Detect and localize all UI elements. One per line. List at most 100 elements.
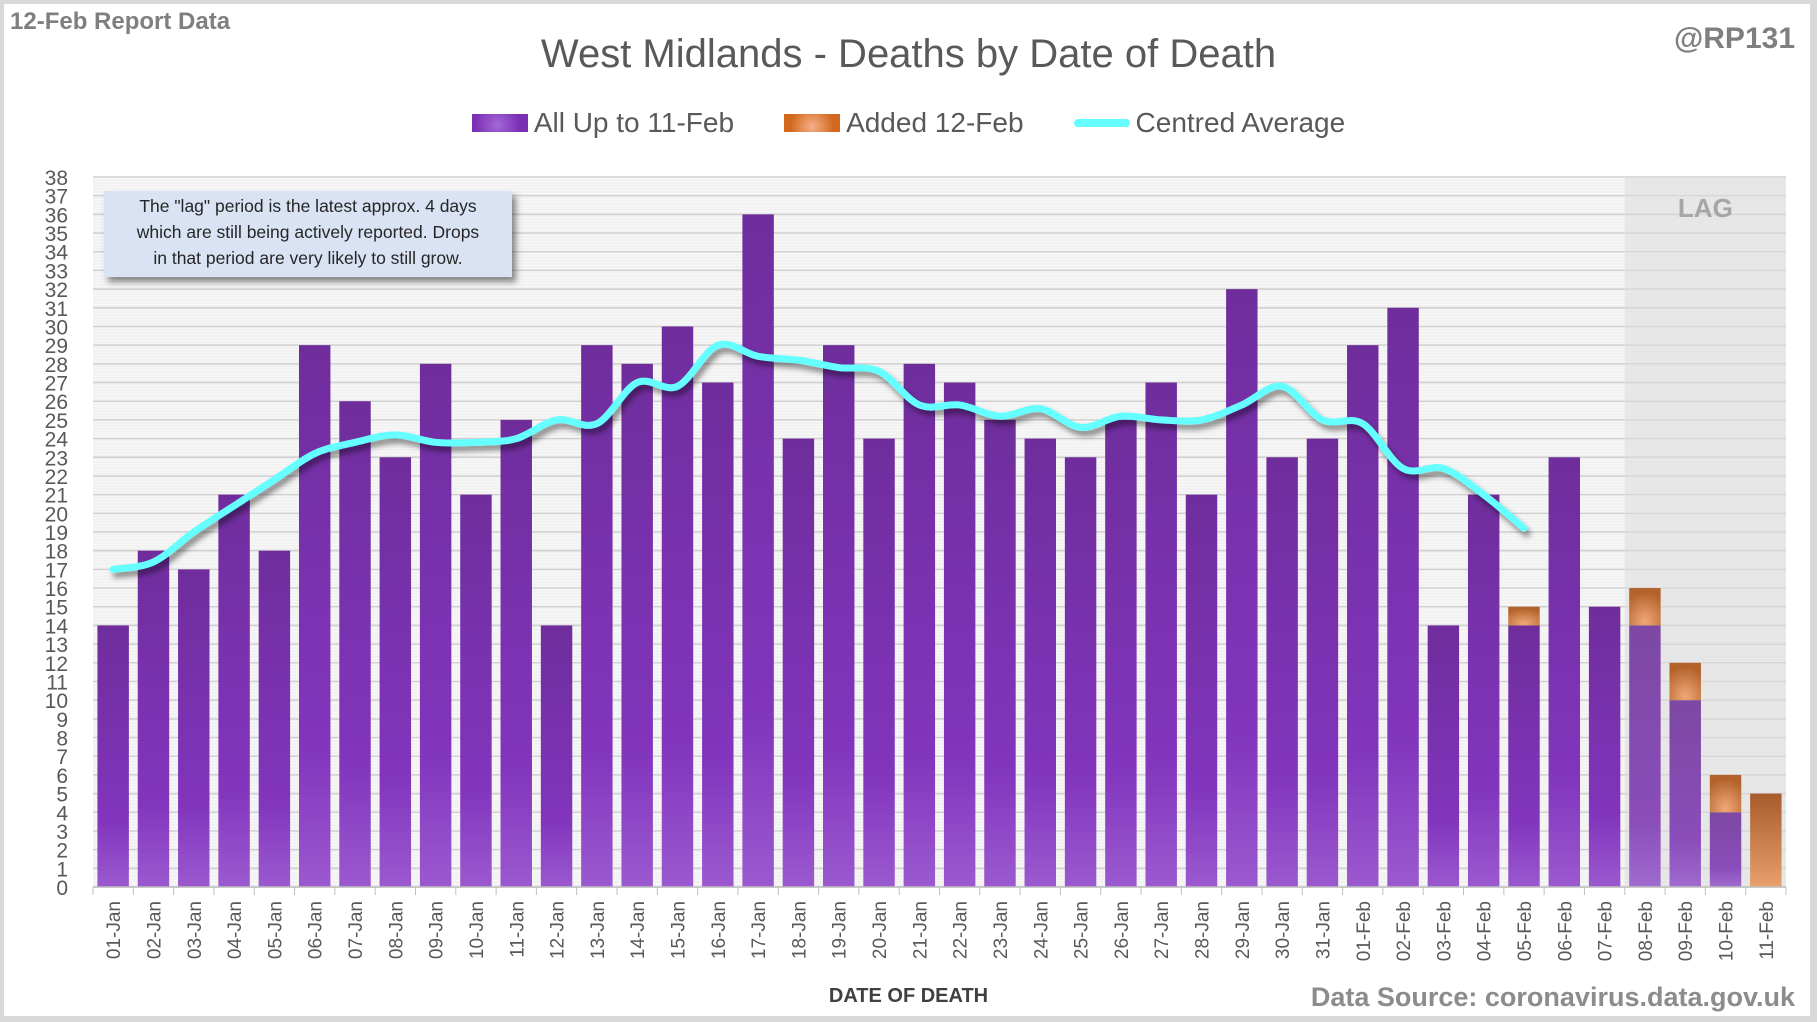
- bar-existing: [178, 569, 210, 887]
- author-handle: @RP131: [1674, 22, 1795, 55]
- x-tick-label: 30-Jan: [1273, 901, 1294, 959]
- y-tick-label: 28: [45, 354, 68, 377]
- data-source: Data Source: coronavirus.data.gov.uk: [1310, 982, 1795, 1012]
- y-tick-label: 3: [56, 821, 68, 844]
- x-tick-label: 26-Jan: [1112, 901, 1133, 959]
- y-tick-label: 27: [45, 373, 68, 396]
- y-axis: 0123456789101112131415161718192021222324…: [45, 167, 69, 900]
- bar-existing: [581, 345, 613, 887]
- legend-item-average: Centred Average: [1073, 107, 1345, 139]
- x-tick-label: 02-Jan: [144, 901, 165, 959]
- y-tick-label: 29: [45, 335, 68, 358]
- bar-existing: [1064, 457, 1097, 887]
- bar-existing: [1185, 494, 1218, 887]
- y-tick-label: 32: [45, 279, 68, 302]
- lag-label: LAG: [1678, 193, 1733, 223]
- y-tick-label: 2: [56, 840, 68, 863]
- legend-item-existing: All Up to 11-Feb: [471, 107, 735, 139]
- y-tick-label: 5: [56, 784, 68, 807]
- bar-existing: [823, 345, 855, 887]
- y-tick-label: 6: [56, 765, 68, 788]
- x-tick-label: 21-Jan: [910, 901, 931, 959]
- bar-existing: [742, 214, 774, 888]
- y-tick-label: 34: [45, 242, 69, 265]
- bar-added: [1750, 793, 1782, 887]
- bar-existing: [419, 363, 452, 887]
- bar-existing: [1266, 457, 1298, 887]
- bar-existing: [500, 419, 532, 887]
- x-tick-label: 05-Feb: [1515, 901, 1536, 961]
- purple-bar-swatch-icon: [471, 114, 528, 132]
- x-tick-label: 11-Jan: [507, 901, 528, 958]
- bar-existing: [1387, 307, 1419, 888]
- x-tick-label: 09-Jan: [427, 901, 448, 959]
- x-tick-label: 22-Jan: [951, 901, 972, 959]
- bar-added: [1508, 606, 1540, 626]
- y-tick-label: 35: [45, 223, 68, 246]
- y-tick-label: 20: [45, 503, 68, 526]
- y-tick-label: 16: [45, 578, 68, 601]
- bar-existing: [1467, 494, 1500, 887]
- x-tick-label: 19-Jan: [830, 901, 851, 959]
- x-tick-label: 07-Jan: [346, 901, 367, 959]
- bar-existing: [1588, 606, 1621, 887]
- bar-existing: [1508, 625, 1540, 887]
- lag-note-box: The "lag" period is the latest approx. 4…: [104, 191, 512, 277]
- bar-existing: [1145, 382, 1177, 887]
- y-tick-label: 12: [45, 653, 68, 676]
- bar-added: [1669, 662, 1701, 701]
- y-tick-label: 4: [56, 802, 68, 825]
- y-tick-label: 14: [45, 615, 69, 638]
- y-tick-label: 22: [45, 466, 68, 489]
- report-label: 12-Feb Report Data: [10, 8, 231, 35]
- y-tick-label: 24: [45, 429, 69, 452]
- x-tick-label: 03-Jan: [185, 901, 206, 959]
- y-tick-label: 17: [45, 559, 68, 582]
- x-tick-label: 03-Feb: [1434, 901, 1455, 961]
- bar-existing: [1306, 438, 1339, 887]
- y-tick-label: 21: [45, 485, 68, 508]
- x-tick-label: 04-Jan: [225, 901, 246, 959]
- bar-existing: [702, 382, 734, 887]
- x-tick-label: 28-Jan: [1193, 901, 1214, 959]
- x-tick-label: 02-Feb: [1394, 901, 1415, 961]
- bar-existing: [984, 419, 1016, 887]
- x-tick-label: 25-Jan: [1072, 901, 1093, 959]
- x-tick-label: 01-Feb: [1354, 901, 1375, 961]
- x-tick-label: 11-Feb: [1757, 901, 1778, 960]
- y-tick-label: 9: [56, 709, 68, 732]
- bar-existing: [379, 457, 412, 887]
- bar-existing: [1709, 812, 1742, 887]
- bar-existing: [1105, 419, 1137, 887]
- y-tick-label: 8: [56, 728, 68, 751]
- x-tick-label: 07-Feb: [1596, 901, 1617, 961]
- legend-label: All Up to 11-Feb: [533, 107, 735, 138]
- bar-existing: [1427, 625, 1460, 887]
- x-tick-label: 10-Jan: [467, 901, 488, 959]
- y-tick-label: 37: [45, 186, 68, 209]
- bar-existing: [1669, 700, 1701, 887]
- x-tick-label: 31-Jan: [1313, 901, 1334, 959]
- x-tick-label: 18-Jan: [789, 901, 810, 959]
- centred-average-line: [109, 340, 1528, 573]
- bar-existing: [903, 363, 936, 887]
- x-tick-label: 06-Feb: [1555, 901, 1576, 961]
- y-tick-label: 23: [45, 447, 68, 470]
- y-tick-label: 19: [45, 522, 68, 545]
- y-tick-label: 10: [45, 690, 68, 713]
- y-tick-label: 38: [45, 167, 68, 190]
- x-tick-label: 20-Jan: [870, 901, 891, 959]
- y-tick-label: 15: [45, 597, 68, 620]
- legend: All Up to 11-Feb Added 12-Feb Centred Av…: [0, 107, 1817, 139]
- bar-added: [1629, 588, 1661, 626]
- note-line: in that period are very likely to still …: [153, 248, 463, 268]
- bar-existing: [1024, 438, 1056, 887]
- y-tick-label: 25: [45, 410, 68, 433]
- y-tick-label: 13: [45, 634, 68, 657]
- orange-bar-swatch-icon: [784, 114, 841, 132]
- bar-existing: [863, 438, 895, 887]
- x-tick-label: 04-Feb: [1475, 901, 1496, 961]
- bar-existing: [621, 363, 653, 887]
- x-axis: 01-Jan 02-Jan 03-Jan 04-Jan 05-Jan 06-Jan 07-J…: [92, 886, 1787, 961]
